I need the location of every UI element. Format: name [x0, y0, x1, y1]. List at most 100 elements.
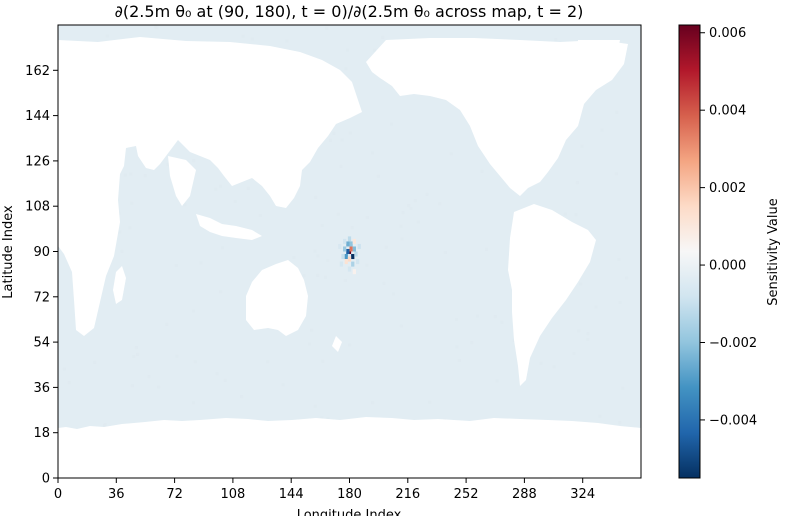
ocean-cell — [316, 254, 320, 258]
ocean-cell — [233, 200, 237, 203]
ocean-cell — [155, 26, 159, 30]
ocean-cell — [266, 360, 270, 364]
y-tick-label: 162 — [25, 64, 50, 79]
ocean-cell — [572, 352, 576, 355]
ocean-cell — [165, 322, 169, 326]
ocean-cell — [579, 282, 583, 286]
ocean-cell — [62, 367, 66, 371]
ocean-cell — [103, 424, 106, 428]
y-tick-label: 18 — [33, 426, 50, 441]
ocean-cell — [493, 315, 497, 319]
ocean-cell — [340, 138, 344, 142]
land-india — [168, 156, 196, 206]
colorbar-tick-label: 0.004 — [709, 104, 746, 119]
colorbar-tick-label: 0.000 — [709, 259, 746, 274]
ocean-cell — [392, 292, 395, 296]
ocean-cell — [371, 401, 375, 405]
ocean-cell — [250, 37, 254, 41]
y-axis: 0 18 36 54 72 90 108 126 144 162 — [25, 64, 58, 487]
ocean-cell — [240, 395, 244, 399]
ocean-cell — [586, 338, 590, 341]
ocean-cell — [480, 169, 484, 173]
x-tick-label: 72 — [166, 487, 183, 502]
x-tick-label: 144 — [279, 487, 304, 502]
ocean-cell — [381, 35, 385, 39]
ocean-cell — [128, 226, 132, 230]
ocean-cell — [495, 379, 499, 383]
ocean-cell — [223, 378, 227, 382]
y-axis-label: Latitude Index — [1, 205, 16, 299]
colorbar-tick-label: −0.002 — [709, 336, 757, 351]
ocean-cell — [563, 212, 567, 216]
ocean-cell — [407, 204, 411, 208]
ocean-cell — [416, 220, 420, 224]
hotspot-cell — [341, 254, 345, 260]
ocean-cell — [350, 226, 354, 230]
ocean-cell — [438, 202, 442, 206]
ocean-cell — [594, 305, 598, 309]
land-mask — [58, 37, 641, 478]
ocean-cell — [574, 213, 578, 217]
ocean-cell — [382, 281, 386, 285]
plot-area — [57, 24, 642, 479]
ocean-cell — [192, 159, 196, 163]
ocean-cell — [192, 309, 195, 313]
hotspot-cell — [355, 259, 360, 265]
hotspot-cell — [354, 251, 358, 257]
y-tick-label: 108 — [25, 200, 50, 215]
ocean-cell — [118, 230, 122, 234]
ocean-cell — [615, 110, 619, 114]
ocean-cell — [136, 352, 140, 356]
ocean-cell — [321, 359, 325, 363]
ocean-cell — [614, 172, 618, 176]
y-tick-label: 90 — [33, 245, 50, 260]
ocean-cell — [123, 173, 127, 177]
ocean-cell — [215, 372, 219, 376]
land-south-america — [508, 204, 596, 386]
ocean-cell — [320, 416, 324, 420]
ocean-cell — [457, 359, 461, 362]
hotspot-cell — [352, 238, 356, 244]
ocean-cell — [219, 184, 222, 188]
hotspot-cell — [347, 266, 352, 272]
land-antarctica — [58, 417, 641, 478]
ocean-cell — [308, 342, 311, 346]
ocean-cell — [343, 279, 347, 282]
ocean-cell — [539, 361, 543, 365]
y-tick-label: 54 — [33, 336, 50, 351]
hotspot-cell — [343, 246, 347, 252]
hotspot-cell — [347, 236, 352, 242]
colorbar-frame — [678, 24, 701, 479]
hotspot-cell — [347, 256, 352, 262]
ocean-cell — [325, 26, 329, 30]
ocean-cell — [348, 131, 352, 135]
hotspot-cell — [344, 254, 348, 260]
hotspot-cell — [351, 261, 355, 267]
land-madagascar — [113, 266, 126, 304]
y-tick-label: 0 — [42, 472, 50, 487]
ocean-cell — [400, 237, 404, 241]
ocean-cell — [192, 401, 195, 405]
land-australia — [246, 260, 308, 336]
ocean-cell — [485, 247, 488, 251]
y-tick-label: 36 — [33, 381, 50, 396]
ocean-cell — [425, 192, 429, 196]
ocean-cell — [147, 375, 151, 379]
ocean-cell — [443, 251, 447, 254]
colorbar: −0.004 −0.002 0.000 0.002 0.004 0.006 — [678, 24, 757, 479]
ocean-cell — [324, 275, 327, 279]
hotspot-cell — [352, 269, 356, 275]
ocean-cell — [621, 386, 625, 390]
hotspot-cell — [339, 261, 344, 267]
ocean-cell — [365, 263, 369, 267]
chart-title: ∂(2.5m θ₀ at (90, 180), t = 0)/∂(2.5m θ₀… — [115, 2, 584, 21]
ocean-cell — [348, 343, 352, 347]
ocean-cell — [130, 384, 134, 388]
ocean-cell — [241, 34, 245, 38]
ocean-cell — [344, 67, 348, 71]
ocean-cell — [600, 128, 604, 132]
land-indonesia — [196, 214, 262, 240]
hotspot-cell — [343, 238, 347, 244]
ocean-cell — [134, 346, 138, 350]
